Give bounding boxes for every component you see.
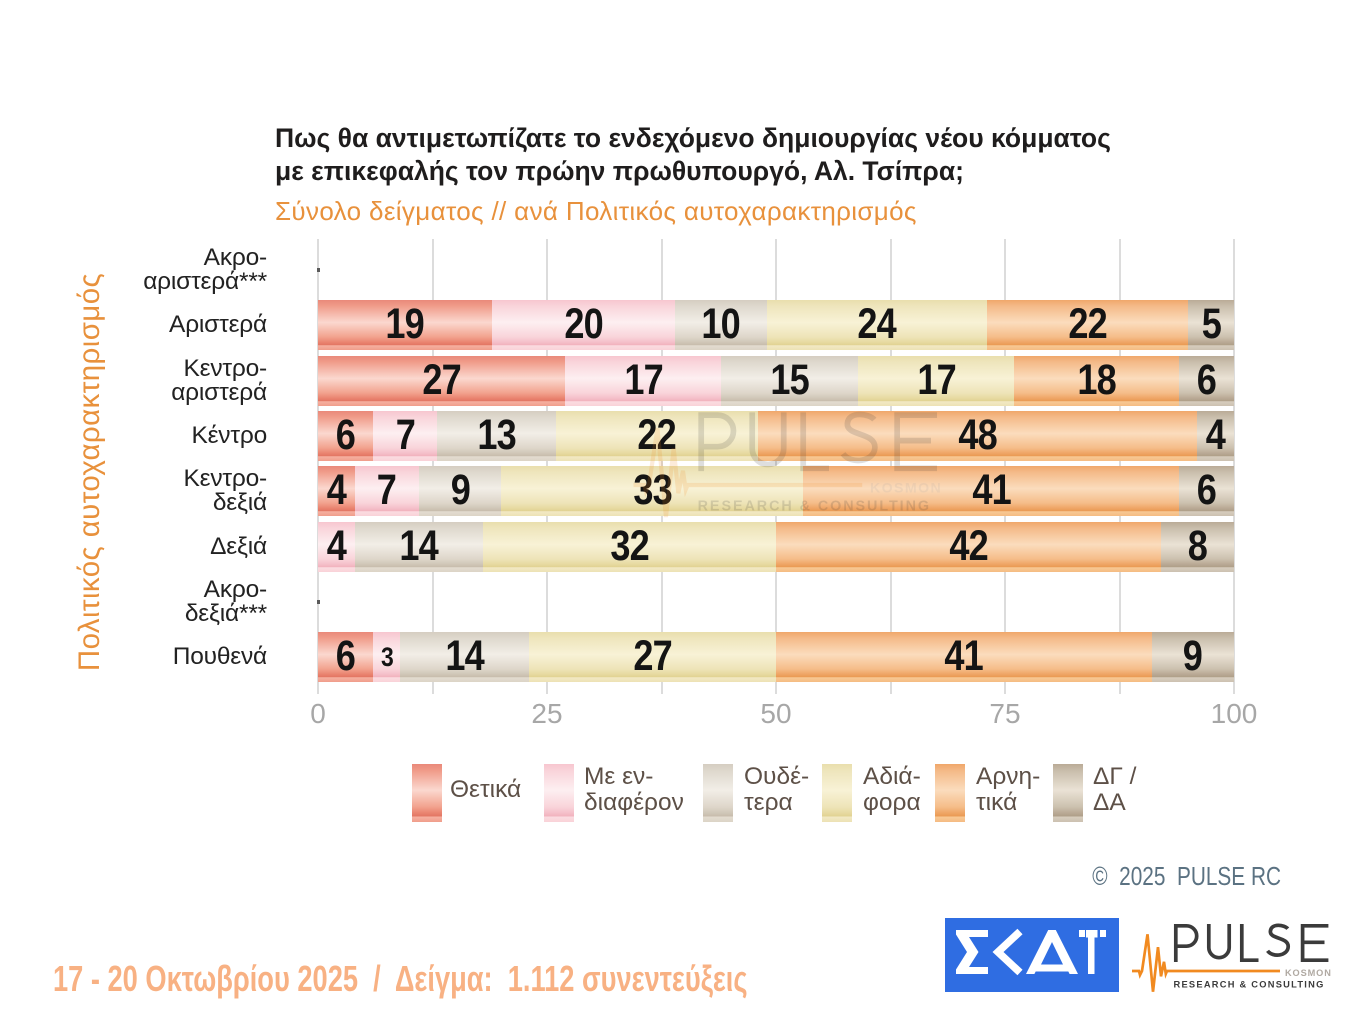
svg-text:KOSMON: KOSMON — [870, 481, 942, 497]
svg-text:KOSMON: KOSMON — [1285, 968, 1332, 978]
svg-text:RESEARCH & CONSULTING: RESEARCH & CONSULTING — [1174, 980, 1325, 990]
svg-text:RESEARCH & CONSULTING: RESEARCH & CONSULTING — [698, 499, 931, 515]
